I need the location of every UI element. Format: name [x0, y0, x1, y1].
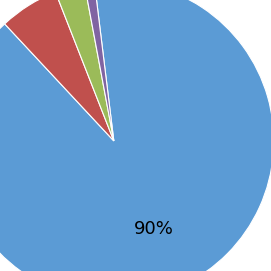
- Wedge shape: [5, 0, 114, 141]
- Text: 90%: 90%: [134, 220, 174, 238]
- Wedge shape: [56, 0, 114, 141]
- Wedge shape: [84, 0, 114, 141]
